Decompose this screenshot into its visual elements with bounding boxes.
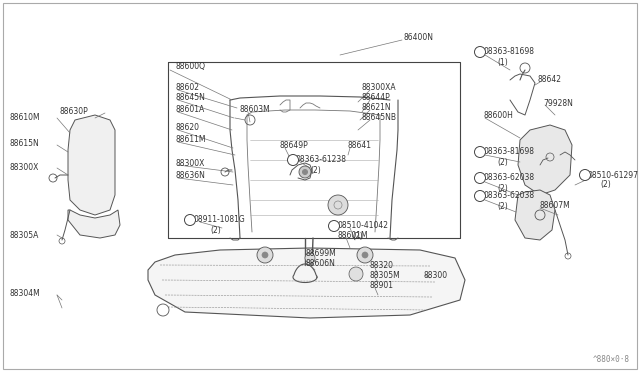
Text: 88607M: 88607M xyxy=(540,201,571,209)
Text: 88611M: 88611M xyxy=(175,135,205,144)
Text: 88644P: 88644P xyxy=(362,93,391,103)
Circle shape xyxy=(349,267,363,281)
Text: 88699M: 88699M xyxy=(305,248,336,257)
Polygon shape xyxy=(68,115,115,215)
Text: 88600Q: 88600Q xyxy=(175,62,205,71)
Circle shape xyxy=(328,221,339,231)
Text: 88645N: 88645N xyxy=(175,93,205,103)
Text: 88602: 88602 xyxy=(175,83,199,93)
Text: 88600H: 88600H xyxy=(483,110,513,119)
Text: 88601A: 88601A xyxy=(175,106,204,115)
Circle shape xyxy=(474,190,486,202)
Text: 88621N: 88621N xyxy=(362,103,392,112)
Text: S: S xyxy=(478,49,482,55)
Text: 88603M: 88603M xyxy=(240,106,271,115)
Text: 08363-62038: 08363-62038 xyxy=(483,192,534,201)
Text: 88630P: 88630P xyxy=(60,108,89,116)
Circle shape xyxy=(579,170,591,180)
Text: 88620: 88620 xyxy=(175,124,199,132)
Text: 08363-61238: 08363-61238 xyxy=(296,155,347,164)
Polygon shape xyxy=(518,125,572,195)
Text: (2): (2) xyxy=(497,157,508,167)
Text: S: S xyxy=(478,150,482,154)
Text: 88641: 88641 xyxy=(348,141,372,151)
Text: ^880×0·8: ^880×0·8 xyxy=(593,355,630,364)
Text: 08510-61297: 08510-61297 xyxy=(588,170,639,180)
Text: 08363-81698: 08363-81698 xyxy=(483,48,534,57)
Text: 88304M: 88304M xyxy=(10,289,41,298)
Polygon shape xyxy=(515,190,555,240)
Text: (2): (2) xyxy=(210,225,221,234)
Text: S: S xyxy=(291,157,295,163)
Text: S: S xyxy=(583,173,587,177)
Text: 08363-62038: 08363-62038 xyxy=(483,173,534,183)
Text: 88305A: 88305A xyxy=(10,231,40,240)
Text: 08510-41042: 08510-41042 xyxy=(338,221,389,231)
Text: 08911-1081G: 08911-1081G xyxy=(193,215,244,224)
Text: 88300X: 88300X xyxy=(175,158,204,167)
Circle shape xyxy=(257,247,273,263)
Text: S: S xyxy=(478,193,482,199)
Text: 88300XA: 88300XA xyxy=(362,83,397,93)
Text: 79928N: 79928N xyxy=(543,99,573,108)
Text: N: N xyxy=(188,218,193,222)
Circle shape xyxy=(262,252,268,258)
Text: 88636N: 88636N xyxy=(175,170,205,180)
Text: (2): (2) xyxy=(600,180,611,189)
Text: (2): (2) xyxy=(497,183,508,192)
Circle shape xyxy=(474,147,486,157)
Circle shape xyxy=(474,46,486,58)
Text: 88615N: 88615N xyxy=(10,138,40,148)
Text: 88300X: 88300X xyxy=(10,164,40,173)
Text: (2): (2) xyxy=(497,202,508,211)
Circle shape xyxy=(474,173,486,183)
Text: 88610M: 88610M xyxy=(10,112,40,122)
Polygon shape xyxy=(68,210,120,238)
Text: 08363-81698: 08363-81698 xyxy=(483,148,534,157)
Circle shape xyxy=(184,215,195,225)
Circle shape xyxy=(287,154,298,166)
Text: 88601M: 88601M xyxy=(338,231,369,240)
Text: 88305M: 88305M xyxy=(370,270,401,279)
Text: S: S xyxy=(332,224,336,228)
Circle shape xyxy=(328,195,348,215)
Circle shape xyxy=(299,166,311,178)
Text: S: S xyxy=(478,176,482,180)
Text: 88300: 88300 xyxy=(424,270,448,279)
Text: 88645NB: 88645NB xyxy=(362,113,397,122)
Circle shape xyxy=(305,253,315,263)
Text: (1): (1) xyxy=(497,58,508,67)
Text: 88320: 88320 xyxy=(370,260,394,269)
Circle shape xyxy=(303,170,307,174)
Text: 86400N: 86400N xyxy=(404,33,434,42)
Text: 88649P: 88649P xyxy=(280,141,308,151)
Circle shape xyxy=(362,252,368,258)
Circle shape xyxy=(357,247,373,263)
Text: 88901: 88901 xyxy=(370,280,394,289)
Text: 88606N: 88606N xyxy=(305,259,335,267)
Text: (2): (2) xyxy=(352,232,363,241)
Polygon shape xyxy=(148,248,465,318)
Text: 88642: 88642 xyxy=(538,76,562,84)
Text: (2): (2) xyxy=(310,166,321,174)
